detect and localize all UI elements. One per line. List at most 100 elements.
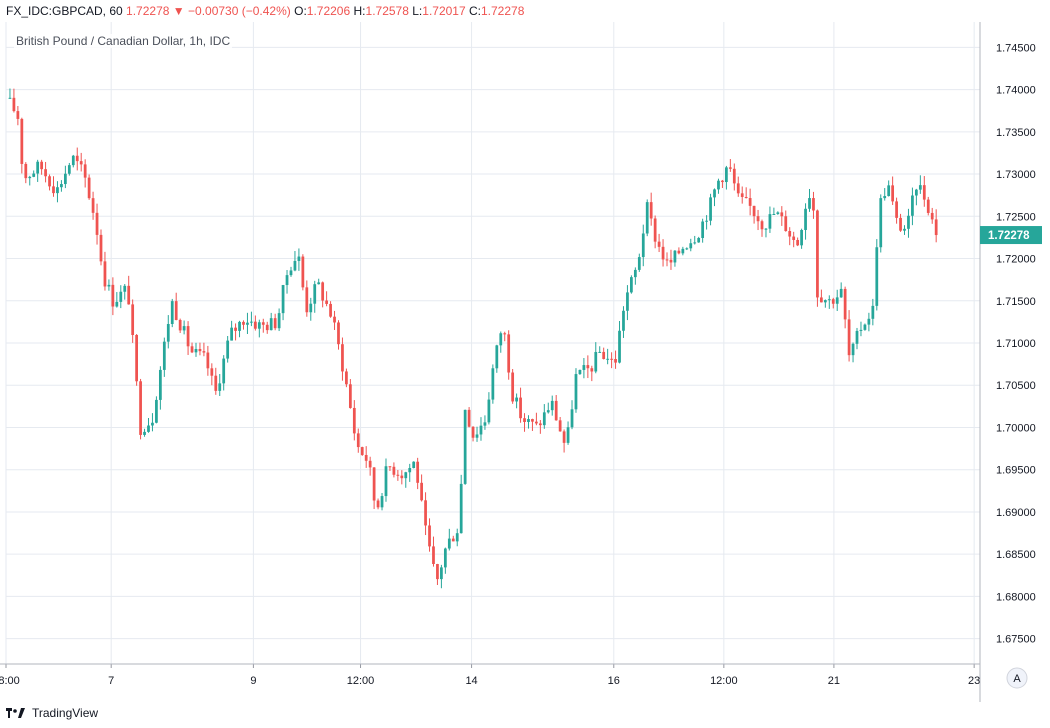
candle-body bbox=[297, 256, 301, 261]
y-tick-label: 1.72500 bbox=[996, 211, 1036, 223]
tradingview-logo-icon bbox=[6, 708, 25, 718]
candle-body bbox=[705, 220, 708, 222]
candle-body bbox=[190, 346, 194, 353]
candle-body bbox=[887, 185, 891, 197]
candle-body bbox=[162, 341, 166, 370]
candle-body bbox=[511, 372, 515, 402]
candle-body bbox=[503, 333, 507, 335]
candle-body bbox=[574, 374, 578, 410]
auto-scale-button[interactable] bbox=[1006, 667, 1028, 689]
candle-body bbox=[851, 343, 855, 356]
candle-body bbox=[903, 228, 906, 231]
candle-body bbox=[922, 185, 926, 200]
close-value: 1.72278 bbox=[481, 4, 525, 18]
candle-body bbox=[60, 184, 63, 188]
candle-body bbox=[277, 313, 281, 329]
candle-body bbox=[313, 284, 317, 304]
y-tick-label: 1.74500 bbox=[996, 42, 1036, 54]
candle-body bbox=[606, 358, 610, 360]
candle-body bbox=[158, 369, 162, 400]
price-chart[interactable]: 1.74500 1.74000 1.73500 1.73000 1.72500 1.720… bbox=[0, 22, 1050, 702]
candle-body bbox=[388, 466, 392, 468]
x-tick-label: 16 bbox=[608, 675, 620, 687]
candle-body bbox=[633, 269, 637, 278]
candle-body bbox=[416, 461, 420, 483]
candle-body bbox=[507, 334, 511, 373]
candle-body bbox=[400, 475, 404, 479]
candle-body bbox=[915, 189, 918, 196]
candle-body bbox=[178, 319, 182, 331]
candle-body bbox=[348, 384, 352, 408]
high-value: 1.72578 bbox=[365, 4, 409, 18]
candle-body bbox=[67, 165, 71, 174]
candle-body bbox=[598, 351, 602, 353]
chart-area[interactable]: 1.74500 1.74000 1.73500 1.73000 1.72500 1.720… bbox=[0, 22, 1050, 707]
candle-body bbox=[408, 468, 412, 473]
candle-body bbox=[376, 500, 380, 508]
candle-body bbox=[75, 155, 79, 162]
candle-body bbox=[12, 97, 16, 112]
candle-body bbox=[440, 567, 443, 580]
candle-body bbox=[198, 348, 202, 352]
candle-body bbox=[234, 327, 237, 331]
candle-body bbox=[341, 344, 344, 372]
current-price-label: 1.72278 bbox=[988, 230, 1030, 242]
x-tick-label: 23 bbox=[968, 675, 980, 687]
price-change: −0.00730 (−0.42%) bbox=[188, 4, 291, 18]
candle-body bbox=[732, 168, 736, 184]
candle-body bbox=[87, 177, 91, 199]
y-tick-label: 1.73000 bbox=[996, 169, 1036, 181]
candle-body bbox=[451, 538, 455, 542]
candle-body bbox=[186, 326, 190, 347]
candle-body bbox=[194, 348, 198, 353]
candle-body bbox=[202, 351, 206, 353]
candle-body bbox=[875, 247, 879, 306]
y-tick-label: 1.70500 bbox=[996, 380, 1036, 392]
candle-body bbox=[930, 212, 934, 220]
candle-body bbox=[863, 324, 867, 330]
candle-body bbox=[289, 270, 293, 276]
candle-body bbox=[356, 433, 360, 448]
candle-body bbox=[491, 368, 495, 400]
candle-body bbox=[681, 248, 685, 254]
y-tick-label: 1.70000 bbox=[996, 422, 1036, 434]
candle-body bbox=[641, 233, 645, 258]
candle-body bbox=[83, 164, 87, 178]
candle-body bbox=[843, 288, 847, 320]
candle-body bbox=[329, 303, 332, 317]
candle-body bbox=[107, 284, 111, 287]
candle-body bbox=[788, 231, 792, 237]
y-tick-label: 1.71500 bbox=[996, 296, 1036, 308]
candle-body bbox=[538, 423, 542, 426]
candle-body bbox=[550, 400, 554, 411]
candle-body bbox=[673, 250, 677, 263]
candle-body bbox=[796, 239, 800, 246]
candle-body bbox=[44, 169, 47, 177]
candle-body bbox=[32, 173, 36, 177]
candle-body bbox=[135, 334, 138, 382]
candle-body bbox=[570, 409, 574, 428]
symbol-name[interactable]: FX_IDC:GBPCAD, 60 bbox=[6, 4, 123, 18]
candle-body bbox=[717, 180, 720, 190]
candle-body bbox=[531, 419, 534, 422]
candle-body bbox=[740, 193, 744, 197]
y-tick-label: 1.69500 bbox=[996, 465, 1036, 477]
candle-body bbox=[467, 409, 471, 427]
candle-body bbox=[701, 221, 705, 239]
candle-body bbox=[519, 397, 522, 419]
candle-body bbox=[412, 461, 416, 469]
candle-body bbox=[590, 368, 594, 372]
y-tick-label: 1.67500 bbox=[996, 634, 1036, 646]
candle-body bbox=[823, 300, 827, 303]
candle-body bbox=[566, 427, 570, 443]
candle-body bbox=[816, 210, 819, 298]
candle-body bbox=[535, 421, 538, 424]
candle-body bbox=[653, 218, 657, 242]
candle-body bbox=[321, 282, 325, 301]
candle-body bbox=[820, 297, 823, 303]
candle-body bbox=[305, 287, 309, 313]
candle-body bbox=[495, 345, 499, 369]
candle-body bbox=[170, 301, 174, 324]
candle-body bbox=[934, 219, 938, 236]
candle-body bbox=[867, 318, 871, 325]
